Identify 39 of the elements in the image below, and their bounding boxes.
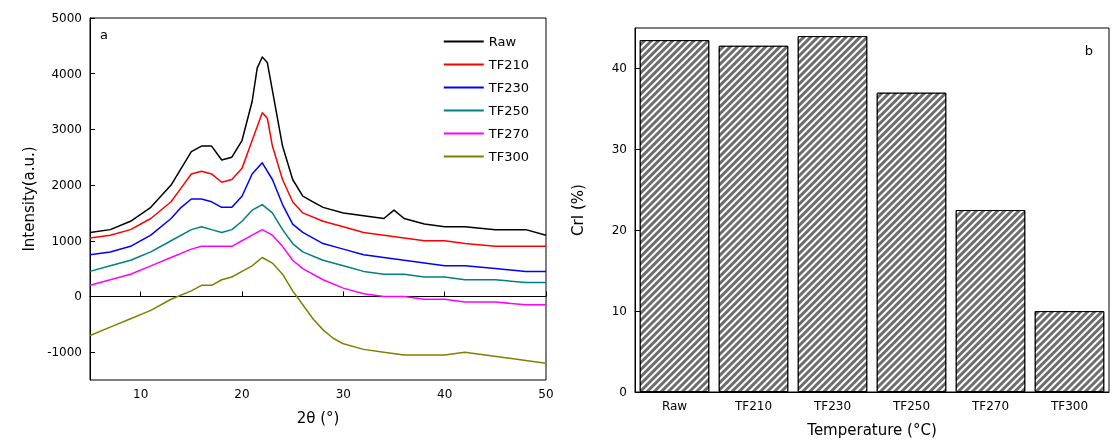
x-axis-title: 2θ (°)	[296, 408, 340, 427]
y-tick-label: 5000	[51, 11, 82, 25]
legend-label: Raw	[488, 34, 517, 49]
x-tick-label: 40	[437, 387, 453, 401]
y-tick-label: 0	[74, 289, 82, 304]
legend-label: TF210	[487, 57, 529, 72]
line-series	[89, 228, 547, 306]
line-series	[89, 162, 547, 273]
y-tick-label: 2000	[51, 178, 82, 193]
y-axis-title: Intensity(a.u.)	[19, 146, 38, 252]
y-tick-label: 10	[611, 304, 627, 319]
x-tick-label: 10	[133, 387, 149, 401]
y-tick-label: 20	[611, 223, 627, 238]
y-tick-label: 0	[619, 385, 627, 399]
x-tick-label: TF250	[891, 399, 931, 413]
x-tick-label: TF230	[812, 399, 852, 413]
y-tick-label: 4000	[51, 66, 82, 81]
legend-label: TF230	[487, 80, 529, 95]
y-tick-label: 40	[611, 61, 627, 76]
x-tick-label: TF270	[970, 399, 1010, 413]
x-tick-label: 30	[335, 387, 351, 401]
legend-label: TF270	[487, 126, 529, 141]
y-tick-label: 1000	[51, 233, 82, 248]
y-tick-label: -1000	[47, 345, 82, 360]
legend-label: TF250	[487, 103, 529, 118]
line-series	[89, 256, 547, 365]
x-tick-label: 50	[538, 387, 554, 401]
annotation: b	[1084, 43, 1094, 58]
annotation: a	[100, 27, 108, 42]
x-tick-label: Raw	[661, 399, 688, 413]
x-tick-label: 20	[234, 387, 250, 401]
x-tick-label: TF210	[733, 399, 773, 413]
x-axis-title: Temperature (°C)	[806, 420, 937, 439]
y-tick-label: 30	[611, 142, 627, 157]
line-series	[89, 203, 547, 284]
x-tick-label: TF300	[1049, 399, 1089, 413]
y-tick-label: 3000	[51, 122, 82, 137]
y-axis-title: CrI (%)	[568, 184, 587, 236]
legend-label: TF300	[487, 149, 529, 164]
